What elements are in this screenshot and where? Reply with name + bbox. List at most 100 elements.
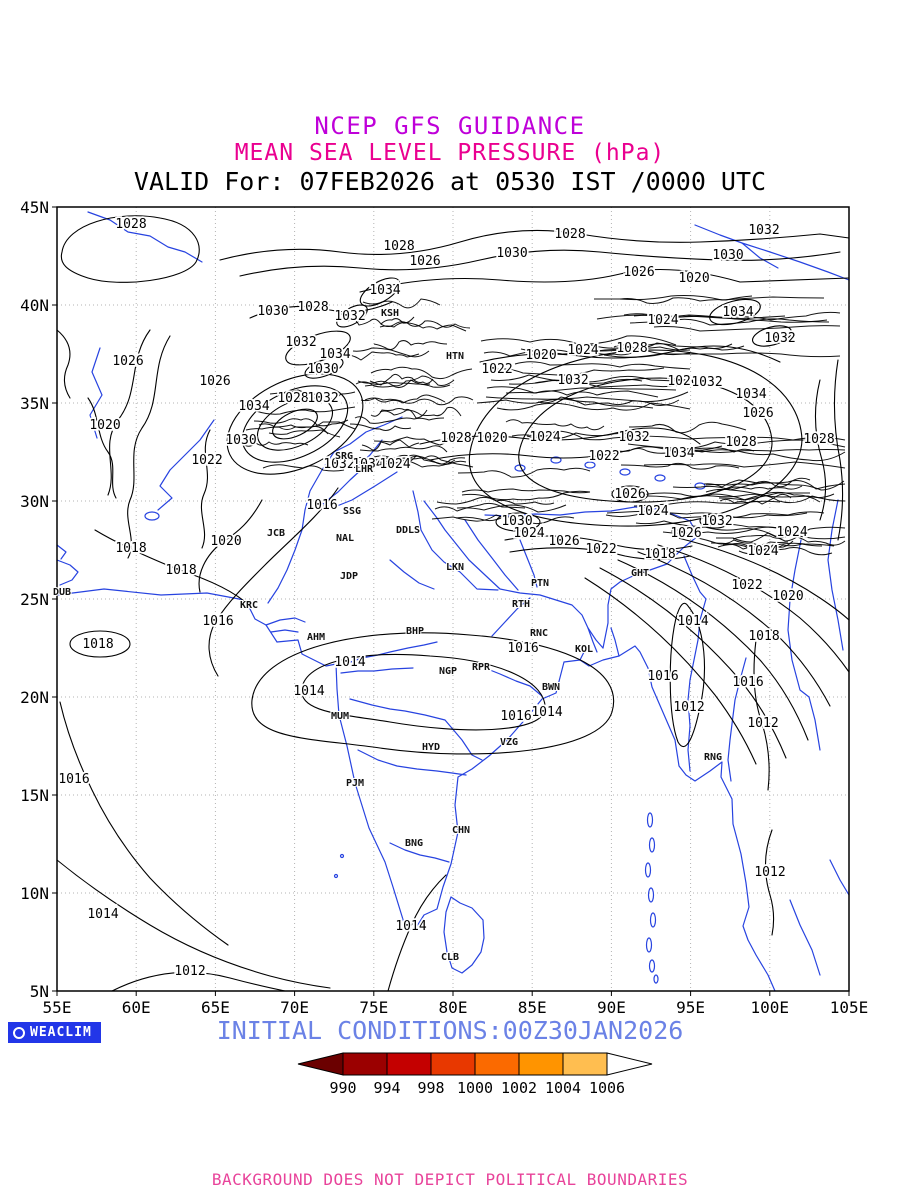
contour-texture-stroke	[434, 502, 526, 512]
isobar-value-label: 1028	[383, 239, 414, 254]
contour-texture-stroke	[490, 374, 643, 384]
contour-texture-stroke	[380, 320, 471, 329]
isobar-value-label: 1022	[588, 449, 619, 464]
x-axis-label: 105E	[830, 998, 869, 1017]
island-path	[649, 912, 657, 928]
y-axis-label: 30N	[20, 492, 49, 511]
isobar-value-label: 1020	[525, 348, 556, 363]
contour-texture-stroke	[431, 514, 518, 522]
contour-texture-stroke	[359, 445, 448, 453]
contour-texture-stroke	[373, 436, 474, 446]
river-path	[694, 224, 850, 281]
isobar-line	[669, 602, 706, 748]
isobar-line	[584, 577, 757, 765]
contour-texture-stroke	[348, 351, 420, 361]
island-path	[653, 974, 659, 984]
river-path	[157, 419, 215, 511]
city-label: LHR	[355, 464, 374, 475]
isobar-value-label: 1026	[112, 354, 143, 369]
river-path	[389, 559, 435, 590]
isobar-value-label: 1026	[548, 534, 579, 549]
isobar-layer	[56, 215, 850, 992]
city-label: BNG	[405, 838, 423, 849]
contour-texture-stroke	[627, 439, 846, 450]
isobar-value-label: 1028	[277, 391, 308, 406]
x-axis-label: 100E	[751, 998, 790, 1017]
colorbar-tick-label: 1006	[589, 1079, 625, 1097]
coastline-path	[56, 588, 776, 992]
y-axis-label: 5N	[30, 982, 49, 1001]
x-axis-label: 55E	[43, 998, 72, 1017]
contour-texture-stroke	[364, 382, 451, 388]
contour-texture-stroke	[722, 543, 823, 550]
contour-texture-stroke	[461, 490, 591, 501]
city-label: RNC	[530, 628, 548, 639]
isobar-line	[56, 329, 71, 399]
city-label: AHM	[307, 632, 325, 643]
isobar-value-label: 1026	[670, 526, 701, 541]
isobar-line	[617, 559, 809, 741]
city-label: JDP	[340, 571, 358, 582]
isobar-line	[657, 544, 850, 673]
city-label: RNG	[704, 752, 722, 763]
contour-texture-stroke	[461, 488, 591, 494]
contour-texture-stroke	[717, 542, 835, 551]
isobar-value-label: 1014	[531, 705, 562, 720]
city-label: DDLS	[396, 525, 420, 536]
river-path	[587, 627, 598, 653]
colorbar-arrow-left	[297, 1052, 344, 1076]
y-axis-label: 25N	[20, 590, 49, 609]
colorbar-tick-label: 994	[373, 1079, 400, 1097]
isobar-line	[111, 971, 286, 992]
lake-shape	[619, 468, 631, 476]
isobar-value-label: 1034	[722, 305, 753, 320]
contour-texture-stroke	[370, 366, 473, 380]
x-axis-label: 80E	[439, 998, 468, 1017]
isobar-value-label: 1032	[323, 457, 354, 472]
isobar-value-label: 1032	[764, 331, 795, 346]
contour-texture-stroke	[647, 493, 846, 504]
river-path	[683, 555, 707, 600]
island-path	[648, 959, 656, 973]
x-axis-label: 65E	[201, 998, 230, 1017]
river-path	[789, 899, 821, 976]
river-path	[344, 641, 438, 665]
isobar-line	[387, 874, 447, 992]
colorbar-tick-label: 990	[329, 1079, 356, 1097]
contour-texture-stroke	[703, 477, 811, 488]
isobar-line	[59, 701, 229, 946]
lake-shape	[144, 511, 160, 521]
isobar-line	[509, 547, 691, 561]
isobar-value-label: 1034	[352, 457, 383, 472]
city-label: RPR	[472, 662, 491, 673]
isobar-value-label: 1030	[496, 246, 527, 261]
contour-texture-stroke	[620, 462, 740, 470]
isobar-value-label: 1034	[369, 283, 400, 298]
isobar-value-label: 1012	[673, 700, 704, 715]
title-line-1: NCEP GFS GUIDANCE	[314, 112, 586, 140]
contour-texture-stroke	[373, 340, 448, 350]
isobar-value-label: 1014	[293, 684, 324, 699]
isobar-line	[677, 537, 850, 621]
isobar-value-label: 1016	[202, 614, 233, 629]
y-axis-label: 35N	[20, 394, 49, 413]
island-path	[648, 837, 656, 853]
isobar-line	[359, 269, 850, 293]
isobar-value-label: 1026	[199, 374, 230, 389]
isobar-value-label: 1026	[409, 254, 440, 269]
city-label: PTN	[531, 578, 549, 589]
isobar-value-label: 1028	[803, 432, 834, 447]
contour-texture-stroke	[511, 432, 641, 440]
contour-texture-stroke	[537, 396, 680, 406]
isobar-value-label: 1016	[500, 709, 531, 724]
contour-texture-stroke	[369, 373, 434, 386]
coastline-path	[56, 559, 79, 586]
contour-texture-stroke	[665, 448, 846, 453]
colorbar-segment	[518, 1052, 564, 1076]
isobar-value-label: 1032	[334, 309, 365, 324]
contour-texture-stroke	[537, 346, 691, 354]
isobar-line	[518, 377, 773, 503]
colorbar-segment	[342, 1052, 388, 1076]
contour-texture-stroke	[605, 510, 825, 519]
isobar-value-label: 1026	[623, 265, 654, 280]
